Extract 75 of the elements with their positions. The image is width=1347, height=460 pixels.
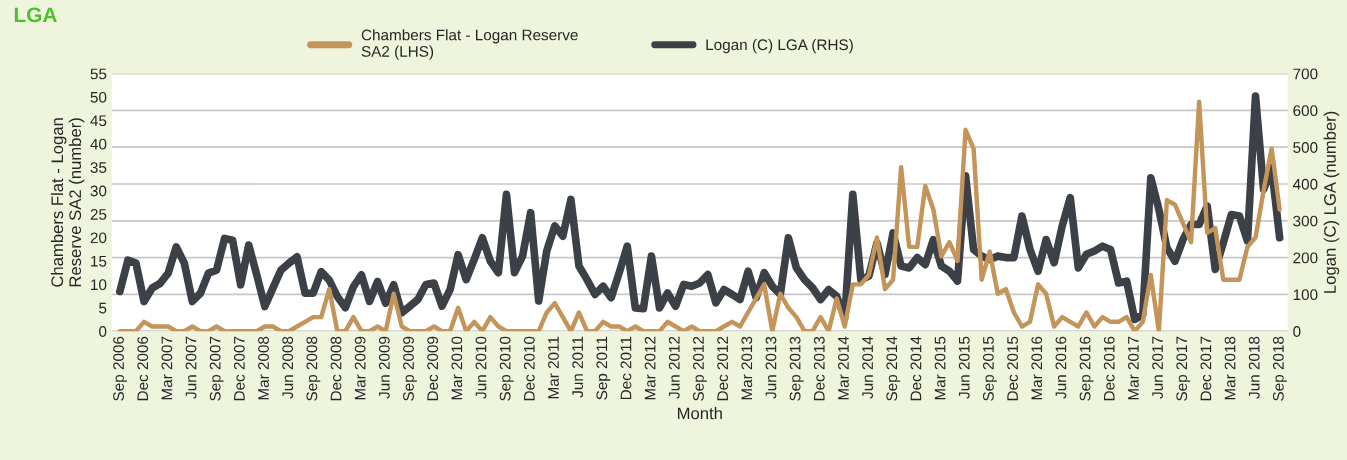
y-axis-title: Chambers Flat - Logan Reserve SA2 (number) [50,118,85,287]
x-tick-label: Dec 2013 [813,336,825,401]
x-tick-label: Dec 2006 [137,336,149,401]
x-tick-label: Mar 2011 [548,336,559,399]
y-tick-label: 5 [99,302,107,314]
chart-title: LGA [14,7,57,23]
x-tick-label: Sep 2009 [403,336,417,401]
x-tick-label: Dec 2014 [910,336,922,401]
x-tick-label: Sep 2006 [113,336,127,401]
x-tick-label: Jun 2016 [1055,336,1067,399]
x-tick-label: Jun 2013 [765,336,777,399]
x-tick-label: Mar 2008 [258,336,269,400]
y-tick-label: 55 [90,68,107,80]
x-tick-label: Mar 2015 [934,336,946,400]
y-tick-label: 15 [91,255,107,267]
x-tick-label: Jun 2014 [862,336,874,399]
x-tick-label: Jun 2018 [1248,336,1260,399]
y2-tick-label: 300 [1293,215,1318,227]
x-tick-label: Mar 2009 [354,336,366,400]
x-tick-label: Jun 2008 [282,336,294,399]
x-tick-label: Dec 2015 [1007,336,1018,401]
x-tick-label: Dec 2012 [717,336,729,401]
x-tick-label: Jun 2017 [1152,336,1163,399]
y-tick-label: 40 [90,138,107,150]
y-tick-label: 0 [99,326,107,337]
x-tick-label: Sep 2012 [693,336,707,401]
x-tick-label: Jun 2007 [185,336,197,399]
y2-tick-label: 0 [1293,326,1301,337]
x-tick-label: Sep 2008 [306,336,321,401]
x-tick-label: Dec 2017 [1200,336,1212,401]
y2-tick-label: 500 [1293,142,1318,153]
x-tick-label: Sep 2007 [209,336,224,401]
x-tick-label: Sep 2011 [596,336,611,400]
x-tick-label: Dec 2010 [523,336,535,401]
x-tick-label: Jun 2012 [668,336,680,399]
y2-tick-label: 100 [1293,289,1318,301]
x-tick-label: Sep 2015 [983,336,997,401]
x-tick-label: Jun 2015 [958,336,970,399]
y2-tick-label: 200 [1293,252,1318,264]
x-tick-label: Mar 2013 [741,336,753,400]
x-tick-label: Sep 2017 [1176,336,1191,401]
y-tick-label: 35 [90,162,107,173]
y-tick-label: 20 [90,232,107,244]
x-tick-label: Mar 2016 [1031,336,1043,400]
x-tick-label: Dec 2007 [233,336,245,401]
x-axis-title: Month [677,407,722,420]
y-tick-label: 45 [90,115,107,127]
x-tick-label: Mar 2017 [1127,336,1139,400]
y-tick-label: 25 [90,208,107,220]
x-tick-label: Dec 2011 [620,336,632,400]
x-tick-label: Sep 2016 [1079,336,1094,401]
y-tick-label: 30 [90,185,107,197]
x-tick-label: Jun 2010 [475,336,487,399]
x-tick-label: Dec 2008 [330,336,342,401]
x-tick-label: Jun 2011 [572,336,584,398]
x-tick-label: Mar 2010 [451,336,463,400]
x-tick-label: Sep 2018 [1272,336,1287,401]
x-tick-label: Mar 2007 [161,336,173,400]
x-tick-label: Mar 2012 [644,336,656,400]
y-tick-label: 10 [91,279,107,291]
legend-label: Logan (C) LGA (RHS) [706,38,853,54]
y2-tick-label: 400 [1292,178,1318,190]
y2-axis-title: Logan (C) LGA (number) [1323,111,1340,293]
x-tick-label: Jun 2009 [378,336,390,399]
x-tick-label: Mar 2014 [838,336,849,400]
legend-label: Chambers Flat - Logan Reserve SA2 (LHS) [361,29,578,60]
y2-tick-label: 600 [1293,105,1318,117]
x-tick-label: Sep 2010 [499,336,514,401]
x-tick-label: Dec 2009 [427,336,439,401]
x-tick-label: Sep 2014 [886,336,901,401]
y-tick-label: 50 [90,91,107,103]
x-tick-label: Sep 2013 [789,336,804,401]
x-tick-label: Mar 2018 [1224,336,1236,400]
x-tick-label: Dec 2016 [1103,336,1115,401]
y2-tick-label: 700 [1293,68,1318,80]
